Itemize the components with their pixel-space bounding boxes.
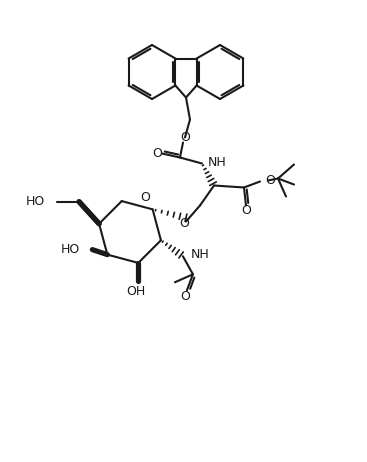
Text: O: O bbox=[180, 131, 190, 144]
Text: O: O bbox=[140, 191, 150, 204]
Text: O: O bbox=[179, 217, 189, 230]
Text: HO: HO bbox=[61, 243, 80, 256]
Text: HO: HO bbox=[26, 195, 45, 208]
Text: NH: NH bbox=[208, 156, 227, 169]
Text: NH: NH bbox=[191, 248, 210, 261]
Text: O: O bbox=[152, 147, 162, 160]
Text: O: O bbox=[180, 290, 190, 303]
Text: OH: OH bbox=[127, 286, 146, 298]
Text: O: O bbox=[265, 174, 275, 187]
Text: O: O bbox=[241, 204, 251, 217]
